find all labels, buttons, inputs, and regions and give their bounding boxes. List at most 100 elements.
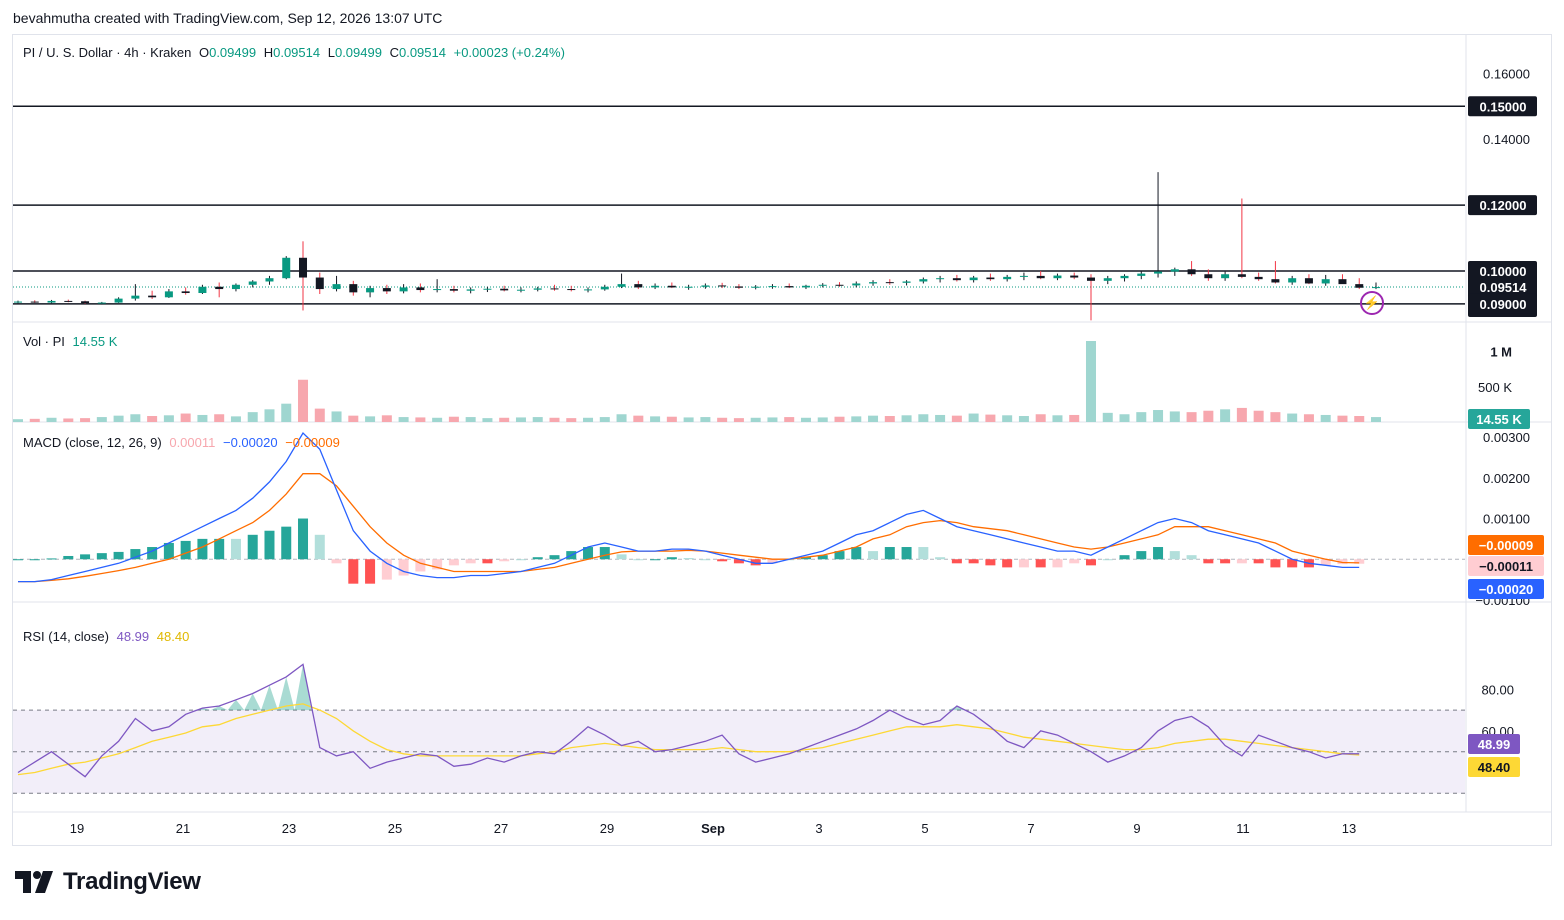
- volume-bar: [1220, 409, 1231, 422]
- macd-histogram-bar: [599, 547, 610, 560]
- macd-histogram-bar: [985, 559, 996, 566]
- volume-bar: [381, 415, 392, 422]
- candle-body: [14, 301, 22, 303]
- volume-bar: [1119, 414, 1130, 422]
- volume-bar: [1102, 412, 1113, 422]
- volume-bar: [465, 417, 476, 422]
- volume-bar: [1320, 414, 1331, 422]
- volume-bar: [298, 379, 309, 422]
- macd-hist-value: 0.00011: [169, 435, 216, 450]
- macd-histogram-bar: [482, 559, 493, 564]
- price-label-tag: [1468, 293, 1537, 314]
- candle-body: [1321, 279, 1330, 284]
- lightning-alert-icon[interactable]: ⚡: [1360, 291, 1384, 315]
- open-value: 0.09499: [209, 45, 257, 60]
- volume-bar: [163, 415, 174, 422]
- macd-histogram-bar: [80, 554, 91, 560]
- candle-body: [1170, 269, 1179, 272]
- volume-bar: [448, 416, 459, 422]
- candle-body: [416, 287, 425, 291]
- candle-body: [1372, 287, 1380, 289]
- macd-histogram-bar: [666, 557, 677, 560]
- candle-body: [1254, 276, 1263, 280]
- macd-histogram-bar: [1354, 559, 1365, 564]
- volume-bar: [499, 417, 510, 422]
- tradingview-logo[interactable]: TradingView: [15, 868, 201, 896]
- time-axis-tick: Sep: [701, 821, 725, 836]
- candle-body: [885, 282, 894, 284]
- volume-bar: [1069, 414, 1080, 422]
- macd-histogram-bar: [515, 559, 526, 561]
- macd-value-text: −0.00009: [1479, 538, 1534, 553]
- volume-bar: [113, 415, 124, 422]
- macd-legend[interactable]: MACD (close, 12, 26, 9) 0.00011 −0.00020…: [23, 435, 344, 450]
- macd-histogram-bar: [130, 549, 141, 560]
- macd-layer: [13, 431, 1465, 584]
- volume-legend[interactable]: Vol · PI 14.55 K: [23, 334, 121, 349]
- macd-histogram-bar: [180, 540, 191, 560]
- volume-bar: [63, 418, 74, 422]
- symbol-name[interactable]: PI / U. S. Dollar · 4h · Kraken: [23, 45, 192, 60]
- volume-bar: [1169, 411, 1180, 422]
- candle-body: [382, 288, 391, 292]
- candle-body: [299, 257, 308, 278]
- volume-bar: [1287, 413, 1298, 422]
- volume-bar: [230, 416, 241, 422]
- volume-bar: [968, 413, 979, 422]
- candle-body: [969, 277, 978, 281]
- macd-histogram-bar: [868, 551, 879, 560]
- volume-bar: [784, 417, 795, 422]
- symbol-legend[interactable]: PI / U. S. Dollar · 4h · Kraken O0.09499…: [23, 45, 569, 60]
- candle-body: [617, 284, 626, 287]
- candle-body: [114, 298, 123, 303]
- macd-histogram-bar: [616, 554, 627, 560]
- rsi-label: RSI (14, close): [23, 629, 109, 644]
- macd-histogram-bar: [331, 559, 342, 564]
- volume-bar: [700, 417, 711, 422]
- time-axis-tick: 19: [70, 821, 84, 836]
- macd-histogram-bar: [1320, 559, 1331, 566]
- candle-body: [1237, 274, 1246, 277]
- volume-bar: [800, 417, 811, 422]
- macd-histogram-bar: [46, 558, 57, 560]
- volume-bar: [13, 419, 23, 422]
- macd-histogram-bar: [1085, 559, 1096, 566]
- macd-histogram-bar: [1186, 555, 1197, 560]
- rsi-overbought-fill: [194, 664, 966, 711]
- candle-body: [701, 285, 710, 287]
- time-axis-tick: 11: [1236, 821, 1250, 836]
- rsi-legend[interactable]: RSI (14, close) 48.99 48.40: [23, 629, 193, 644]
- volume-bar: [197, 414, 208, 422]
- candle-body: [751, 286, 760, 288]
- volume-bar: [532, 417, 543, 422]
- chart-frame[interactable]: [12, 34, 1552, 846]
- volume-bar: [96, 417, 107, 422]
- macd-histogram-bar: [1069, 559, 1080, 564]
- macd-histogram-bar: [884, 547, 895, 560]
- volume-bar: [180, 413, 191, 422]
- macd-histogram-bar: [583, 547, 594, 560]
- price-label-text: 0.09514: [1480, 280, 1528, 295]
- time-axis-tick: 25: [388, 821, 402, 836]
- candle-body: [1154, 271, 1163, 274]
- time-axis-tick: 23: [282, 821, 296, 836]
- macd-histogram-bar: [1102, 559, 1113, 561]
- candle-body: [1355, 284, 1364, 288]
- candle-body: [1103, 278, 1112, 281]
- rsi-value-text: 48.99: [1478, 737, 1511, 752]
- volume-bar: [482, 418, 493, 422]
- macd-histogram-bar: [29, 559, 40, 561]
- volume-layer: [13, 341, 1381, 422]
- macd-histogram-bar: [1018, 559, 1029, 568]
- candle-body: [30, 301, 39, 303]
- macd-histogram-bar: [1287, 559, 1298, 568]
- volume-bar: [868, 415, 879, 422]
- candle-body: [1187, 269, 1196, 275]
- volume-bar: [1035, 414, 1046, 422]
- high-value: 0.09514: [273, 45, 321, 60]
- macd-label: MACD (close, 12, 26, 9): [23, 435, 162, 450]
- macd-histogram-bar: [767, 559, 778, 564]
- time-axis-tick: 27: [494, 821, 508, 836]
- rsi-value-tag: [1468, 757, 1520, 777]
